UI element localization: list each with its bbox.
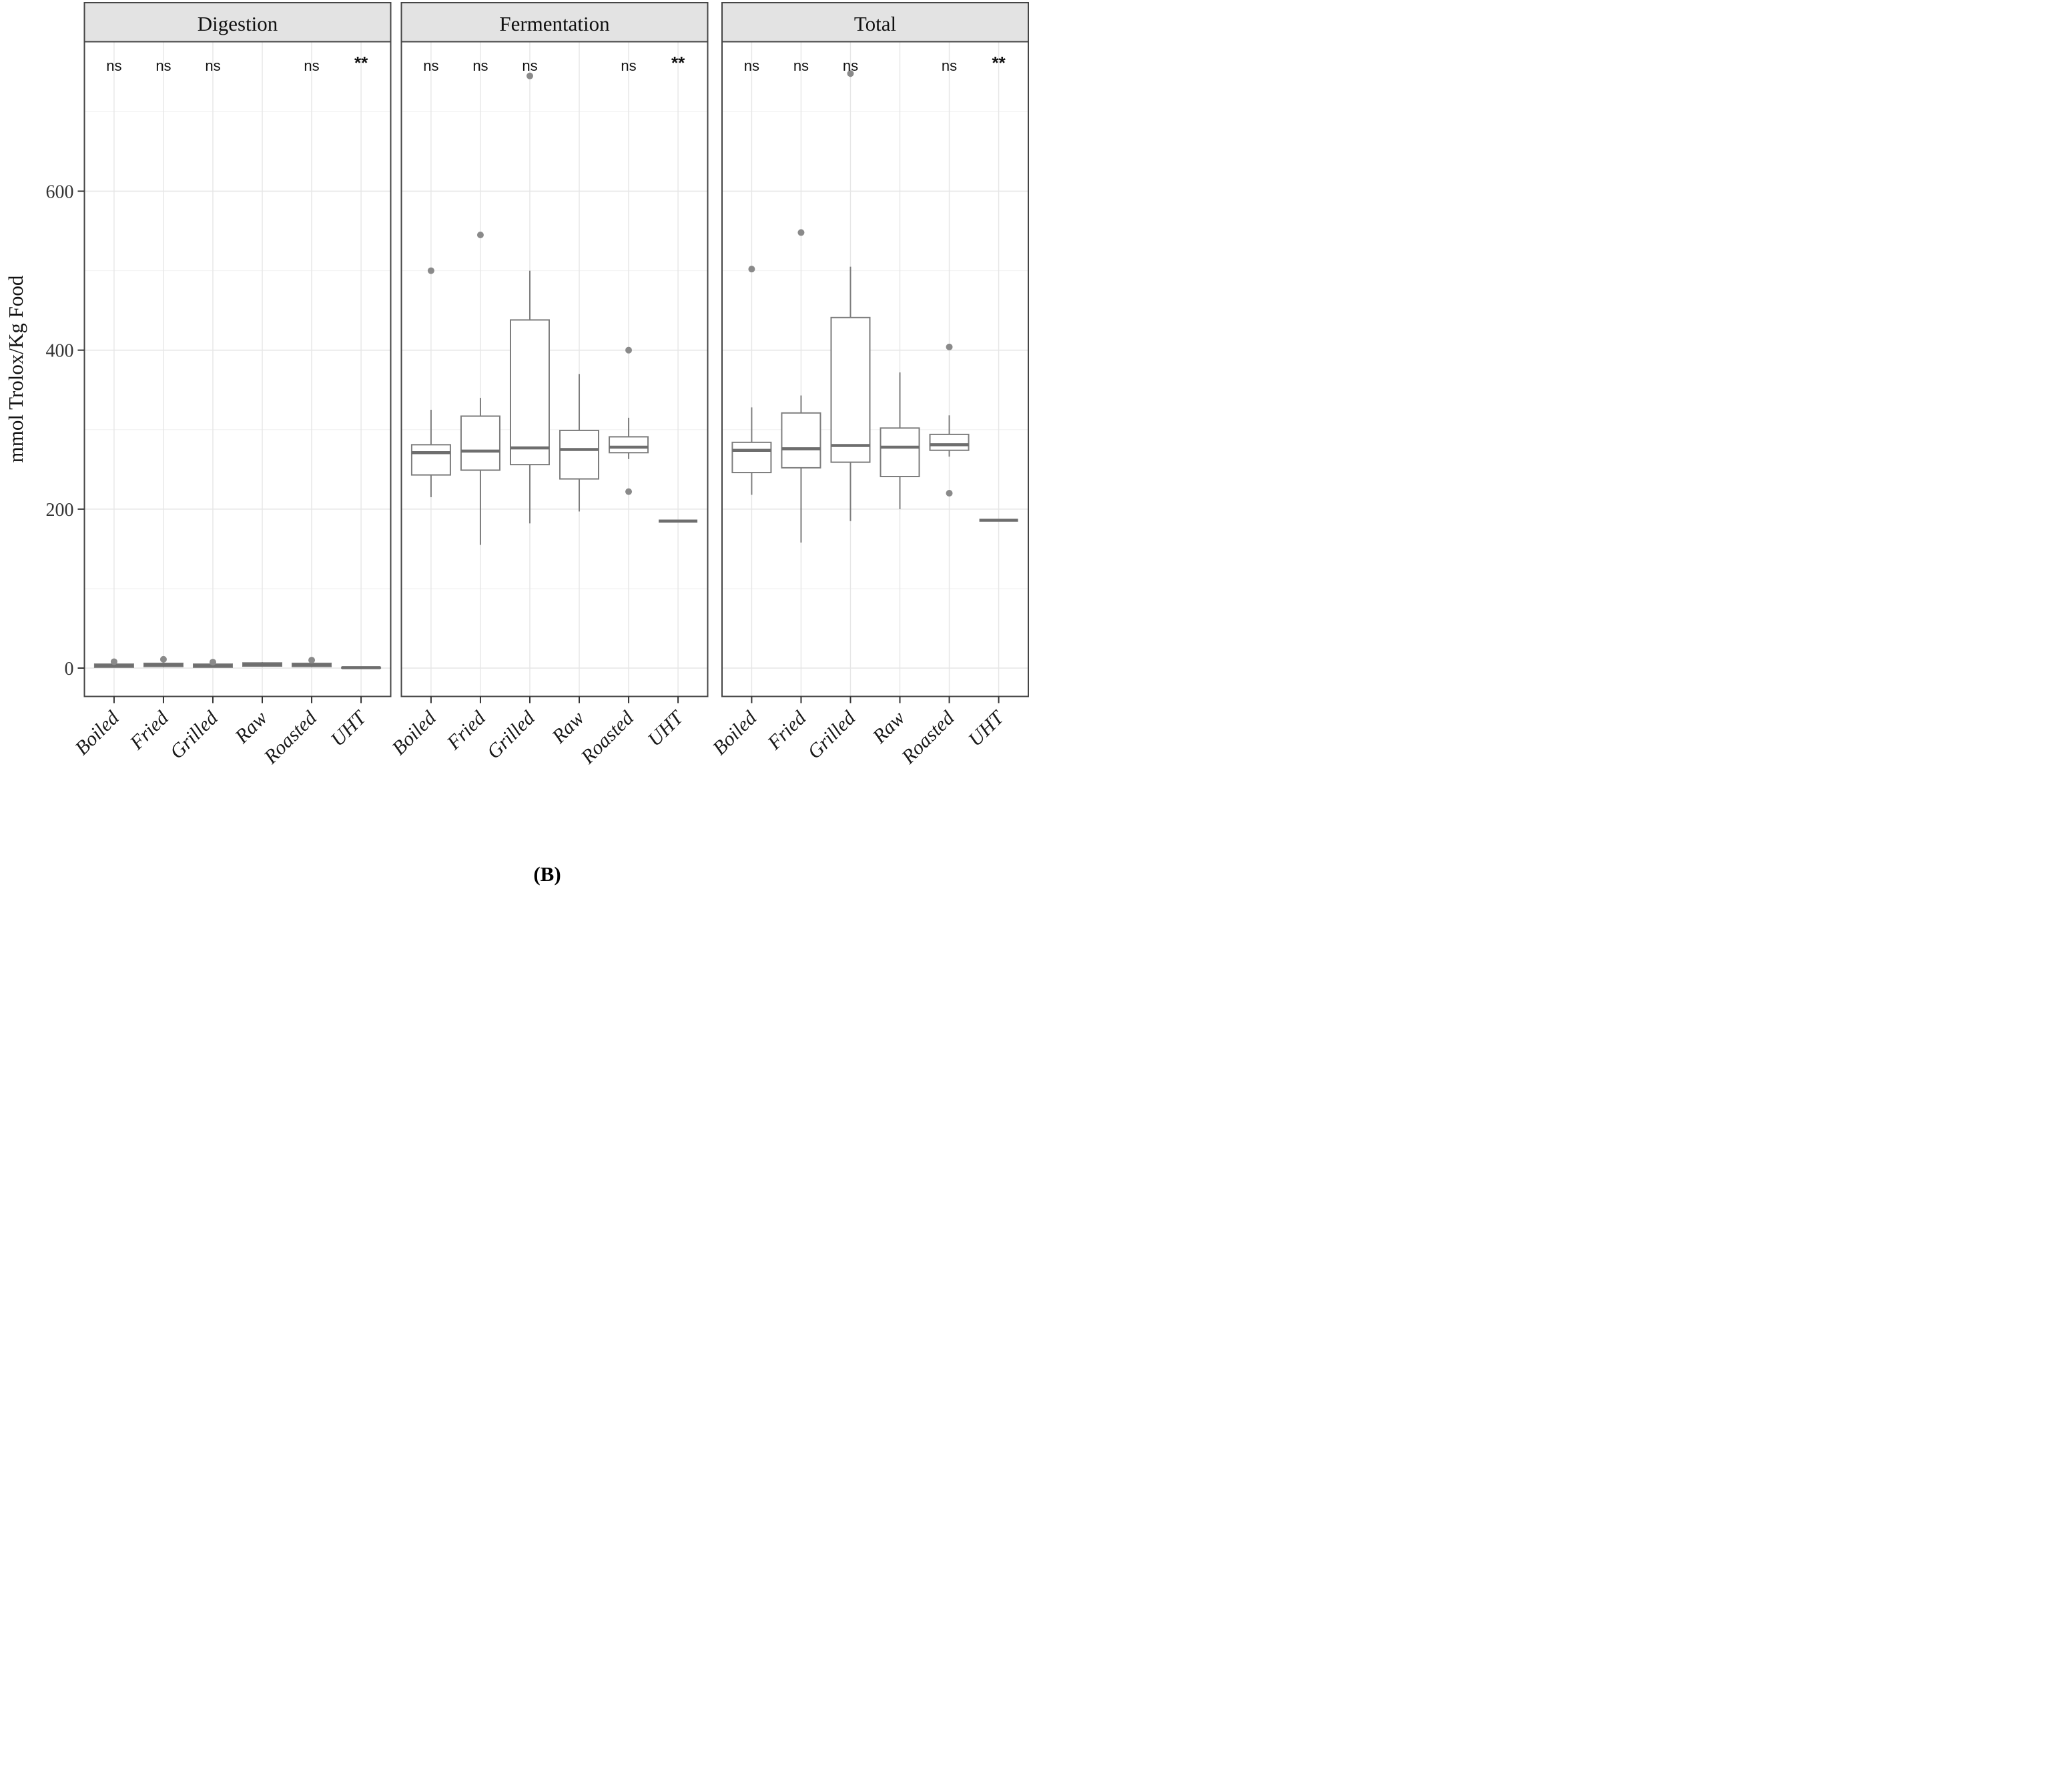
box-iqr	[880, 427, 920, 478]
facet-strip	[721, 2, 1029, 43]
y-tick-label-0: 0	[65, 659, 74, 679]
facet-title-total: Total	[854, 12, 896, 35]
box-iqr	[731, 441, 772, 474]
boxplot-total-boiled	[731, 266, 772, 495]
significance-label-total-fried: ns	[793, 57, 809, 74]
box-iqr	[410, 444, 451, 476]
box-iqr	[781, 412, 821, 469]
facet-strip	[400, 2, 709, 43]
significance-label-fermentation-boiled: ns	[423, 57, 438, 74]
significance-label-fermentation-roasted: ns	[621, 57, 636, 74]
significance-label-total-uht: **	[992, 53, 1006, 73]
x-tick-label-roasted: Roasted	[260, 706, 322, 768]
x-tick-label-raw: Raw	[868, 707, 910, 748]
outlier-dot	[159, 655, 167, 663]
x-tick-label-boiled: Boiled	[388, 706, 440, 759]
x-tick-label-grilled: Grilled	[803, 706, 860, 763]
significance-label-total-roasted: ns	[942, 57, 957, 74]
significance-label-total-grilled: ns	[843, 57, 858, 74]
boxplot-total-roasted	[929, 343, 970, 497]
y-axis-title: mmol Trolox/Kg Food	[4, 275, 27, 463]
x-tick-label-uht: UHT	[643, 705, 688, 750]
boxplot-fermentation-fried	[460, 231, 500, 545]
boxplot-total-grilled	[830, 70, 871, 521]
outlier-dot	[847, 70, 854, 77]
outlier-dot	[625, 488, 633, 495]
box-iqr	[929, 433, 970, 451]
box-iqr	[559, 429, 600, 480]
facet-title-fermentation: Fermentation	[499, 12, 610, 35]
y-tick-label-600: 600	[46, 182, 74, 202]
significance-label-digestion-boiled: ns	[106, 57, 121, 74]
x-tick-label-raw: Raw	[547, 707, 589, 748]
y-tick-label-400: 400	[46, 341, 74, 362]
box-iqr	[509, 319, 550, 466]
panel-background	[401, 41, 708, 697]
box-iqr	[609, 436, 649, 454]
significance-label-digestion-uht: **	[354, 53, 368, 73]
boxplot-fermentation-raw	[559, 374, 600, 512]
panel-background	[84, 41, 391, 697]
outlier-dot	[625, 346, 633, 354]
y-tick-label-200: 200	[46, 500, 74, 521]
x-tick-label-roasted: Roasted	[897, 706, 959, 768]
box-iqr	[460, 415, 500, 471]
figure-caption: (B)	[533, 862, 561, 886]
boxplot-fermentation-boiled	[410, 267, 451, 497]
outlier-dot	[427, 267, 434, 274]
boxplot-digestion-roasted	[292, 657, 332, 667]
outlier-dot	[748, 266, 755, 273]
panel-background	[722, 41, 1028, 697]
x-tick-label-uht: UHT	[326, 705, 371, 750]
significance-label-total-boiled: ns	[744, 57, 759, 74]
boxplot-total-raw	[880, 372, 920, 509]
boxplot-fermentation-grilled	[509, 72, 550, 524]
x-tick-label-raw: Raw	[230, 707, 272, 748]
boxplot-digestion-grilled	[192, 659, 233, 668]
significance-label-fermentation-grilled: ns	[522, 57, 537, 74]
outlier-dot	[308, 657, 316, 664]
boxplot-total-fried	[781, 229, 821, 543]
significance-label-digestion-fried: ns	[155, 57, 171, 74]
outlier-dot	[946, 343, 953, 350]
outlier-dot	[946, 490, 953, 497]
boxplot-digestion-boiled	[93, 658, 134, 668]
facet-strip	[83, 2, 392, 43]
boxplot-figure: ns ns ns ns ** Digestion Boiled Fried Grilled Raw…	[0, 0, 1036, 896]
significance-label-fermentation-uht: **	[671, 53, 685, 73]
significance-label-fermentation-fried: ns	[472, 57, 488, 74]
x-tick-label-grilled: Grilled	[482, 706, 539, 763]
x-tick-label-roasted: Roasted	[577, 706, 639, 768]
significance-label-digestion-grilled: ns	[205, 57, 220, 74]
box-iqr	[830, 316, 871, 463]
outlier-dot	[476, 231, 484, 238]
outlier-dot	[209, 659, 216, 666]
x-tick-label-grilled: Grilled	[165, 706, 222, 763]
facet-title-digestion: Digestion	[198, 12, 278, 35]
outlier-dot	[526, 72, 533, 79]
boxplot-digestion-fried	[143, 655, 184, 667]
significance-label-digestion-roasted: ns	[304, 57, 319, 74]
boxplot-fermentation-roasted	[609, 346, 649, 495]
outlier-dot	[797, 229, 805, 236]
x-tick-label-boiled: Boiled	[709, 706, 761, 759]
outlier-dot	[110, 658, 117, 665]
y-axis: 0 200 400 600 mmol Trolox/Kg Food	[4, 182, 85, 679]
x-tick-label-uht: UHT	[964, 705, 1009, 750]
boxplot-digestion-raw	[242, 662, 283, 667]
boxplot-digestion-uht	[341, 666, 382, 669]
x-tick-label-boiled: Boiled	[71, 706, 123, 759]
